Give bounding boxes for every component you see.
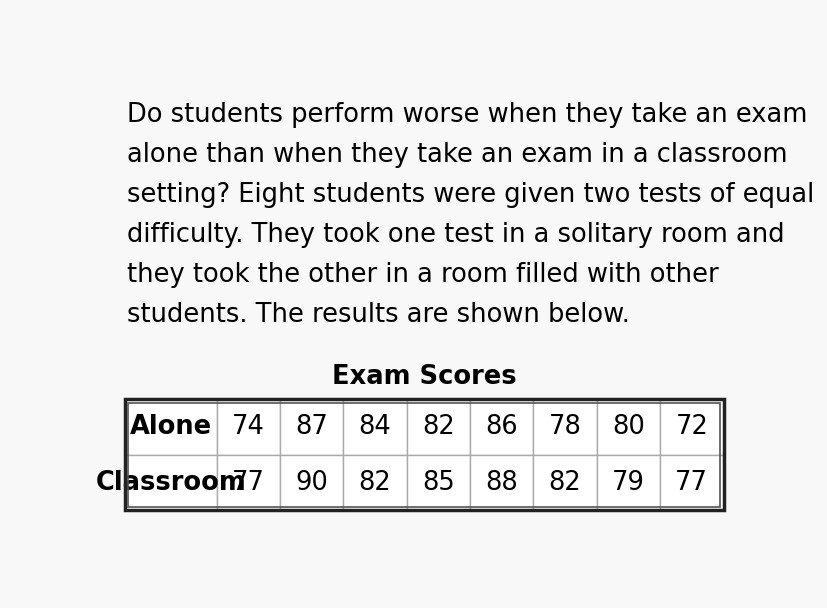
- Text: 82: 82: [548, 469, 581, 496]
- Bar: [217, 399, 280, 455]
- Bar: [533, 399, 596, 455]
- Text: Alone: Alone: [130, 414, 212, 440]
- Text: 84: 84: [358, 414, 391, 440]
- Bar: [406, 399, 470, 455]
- Bar: [659, 455, 723, 510]
- Text: they took the other in a room filled with other: they took the other in a room filled wit…: [127, 263, 718, 288]
- Bar: [470, 399, 533, 455]
- Text: alone than when they take an exam in a classroom: alone than when they take an exam in a c…: [127, 142, 786, 168]
- Text: 80: 80: [611, 414, 644, 440]
- Bar: [280, 399, 343, 455]
- Text: setting? Eight students were given two tests of equal: setting? Eight students were given two t…: [127, 182, 813, 209]
- Bar: [343, 455, 406, 510]
- Bar: [406, 455, 470, 510]
- Bar: [596, 399, 659, 455]
- Text: students. The results are shown below.: students. The results are shown below.: [127, 302, 629, 328]
- Text: 88: 88: [485, 469, 518, 496]
- Bar: [125, 399, 723, 510]
- Text: 85: 85: [422, 469, 454, 496]
- Text: 74: 74: [232, 414, 265, 440]
- Text: Do students perform worse when they take an exam: Do students perform worse when they take…: [127, 102, 806, 128]
- Text: 79: 79: [611, 469, 644, 496]
- Bar: [128, 402, 719, 507]
- Bar: [659, 399, 723, 455]
- Bar: [280, 455, 343, 510]
- Bar: [125, 399, 723, 510]
- Text: 72: 72: [675, 414, 707, 440]
- Bar: [470, 455, 533, 510]
- Bar: [343, 399, 406, 455]
- Bar: [125, 455, 217, 510]
- Text: 90: 90: [295, 469, 327, 496]
- Text: 82: 82: [422, 414, 454, 440]
- Text: Classroom: Classroom: [95, 469, 246, 496]
- Text: Exam Scores: Exam Scores: [332, 364, 516, 390]
- Text: 78: 78: [548, 414, 581, 440]
- Text: 77: 77: [675, 469, 707, 496]
- Text: 77: 77: [232, 469, 265, 496]
- Bar: [217, 455, 280, 510]
- Bar: [125, 399, 217, 455]
- Text: 82: 82: [358, 469, 391, 496]
- Text: 86: 86: [485, 414, 518, 440]
- Text: difficulty. They took one test in a solitary room and: difficulty. They took one test in a soli…: [127, 223, 783, 248]
- Bar: [533, 455, 596, 510]
- Text: 87: 87: [295, 414, 327, 440]
- Bar: [596, 455, 659, 510]
